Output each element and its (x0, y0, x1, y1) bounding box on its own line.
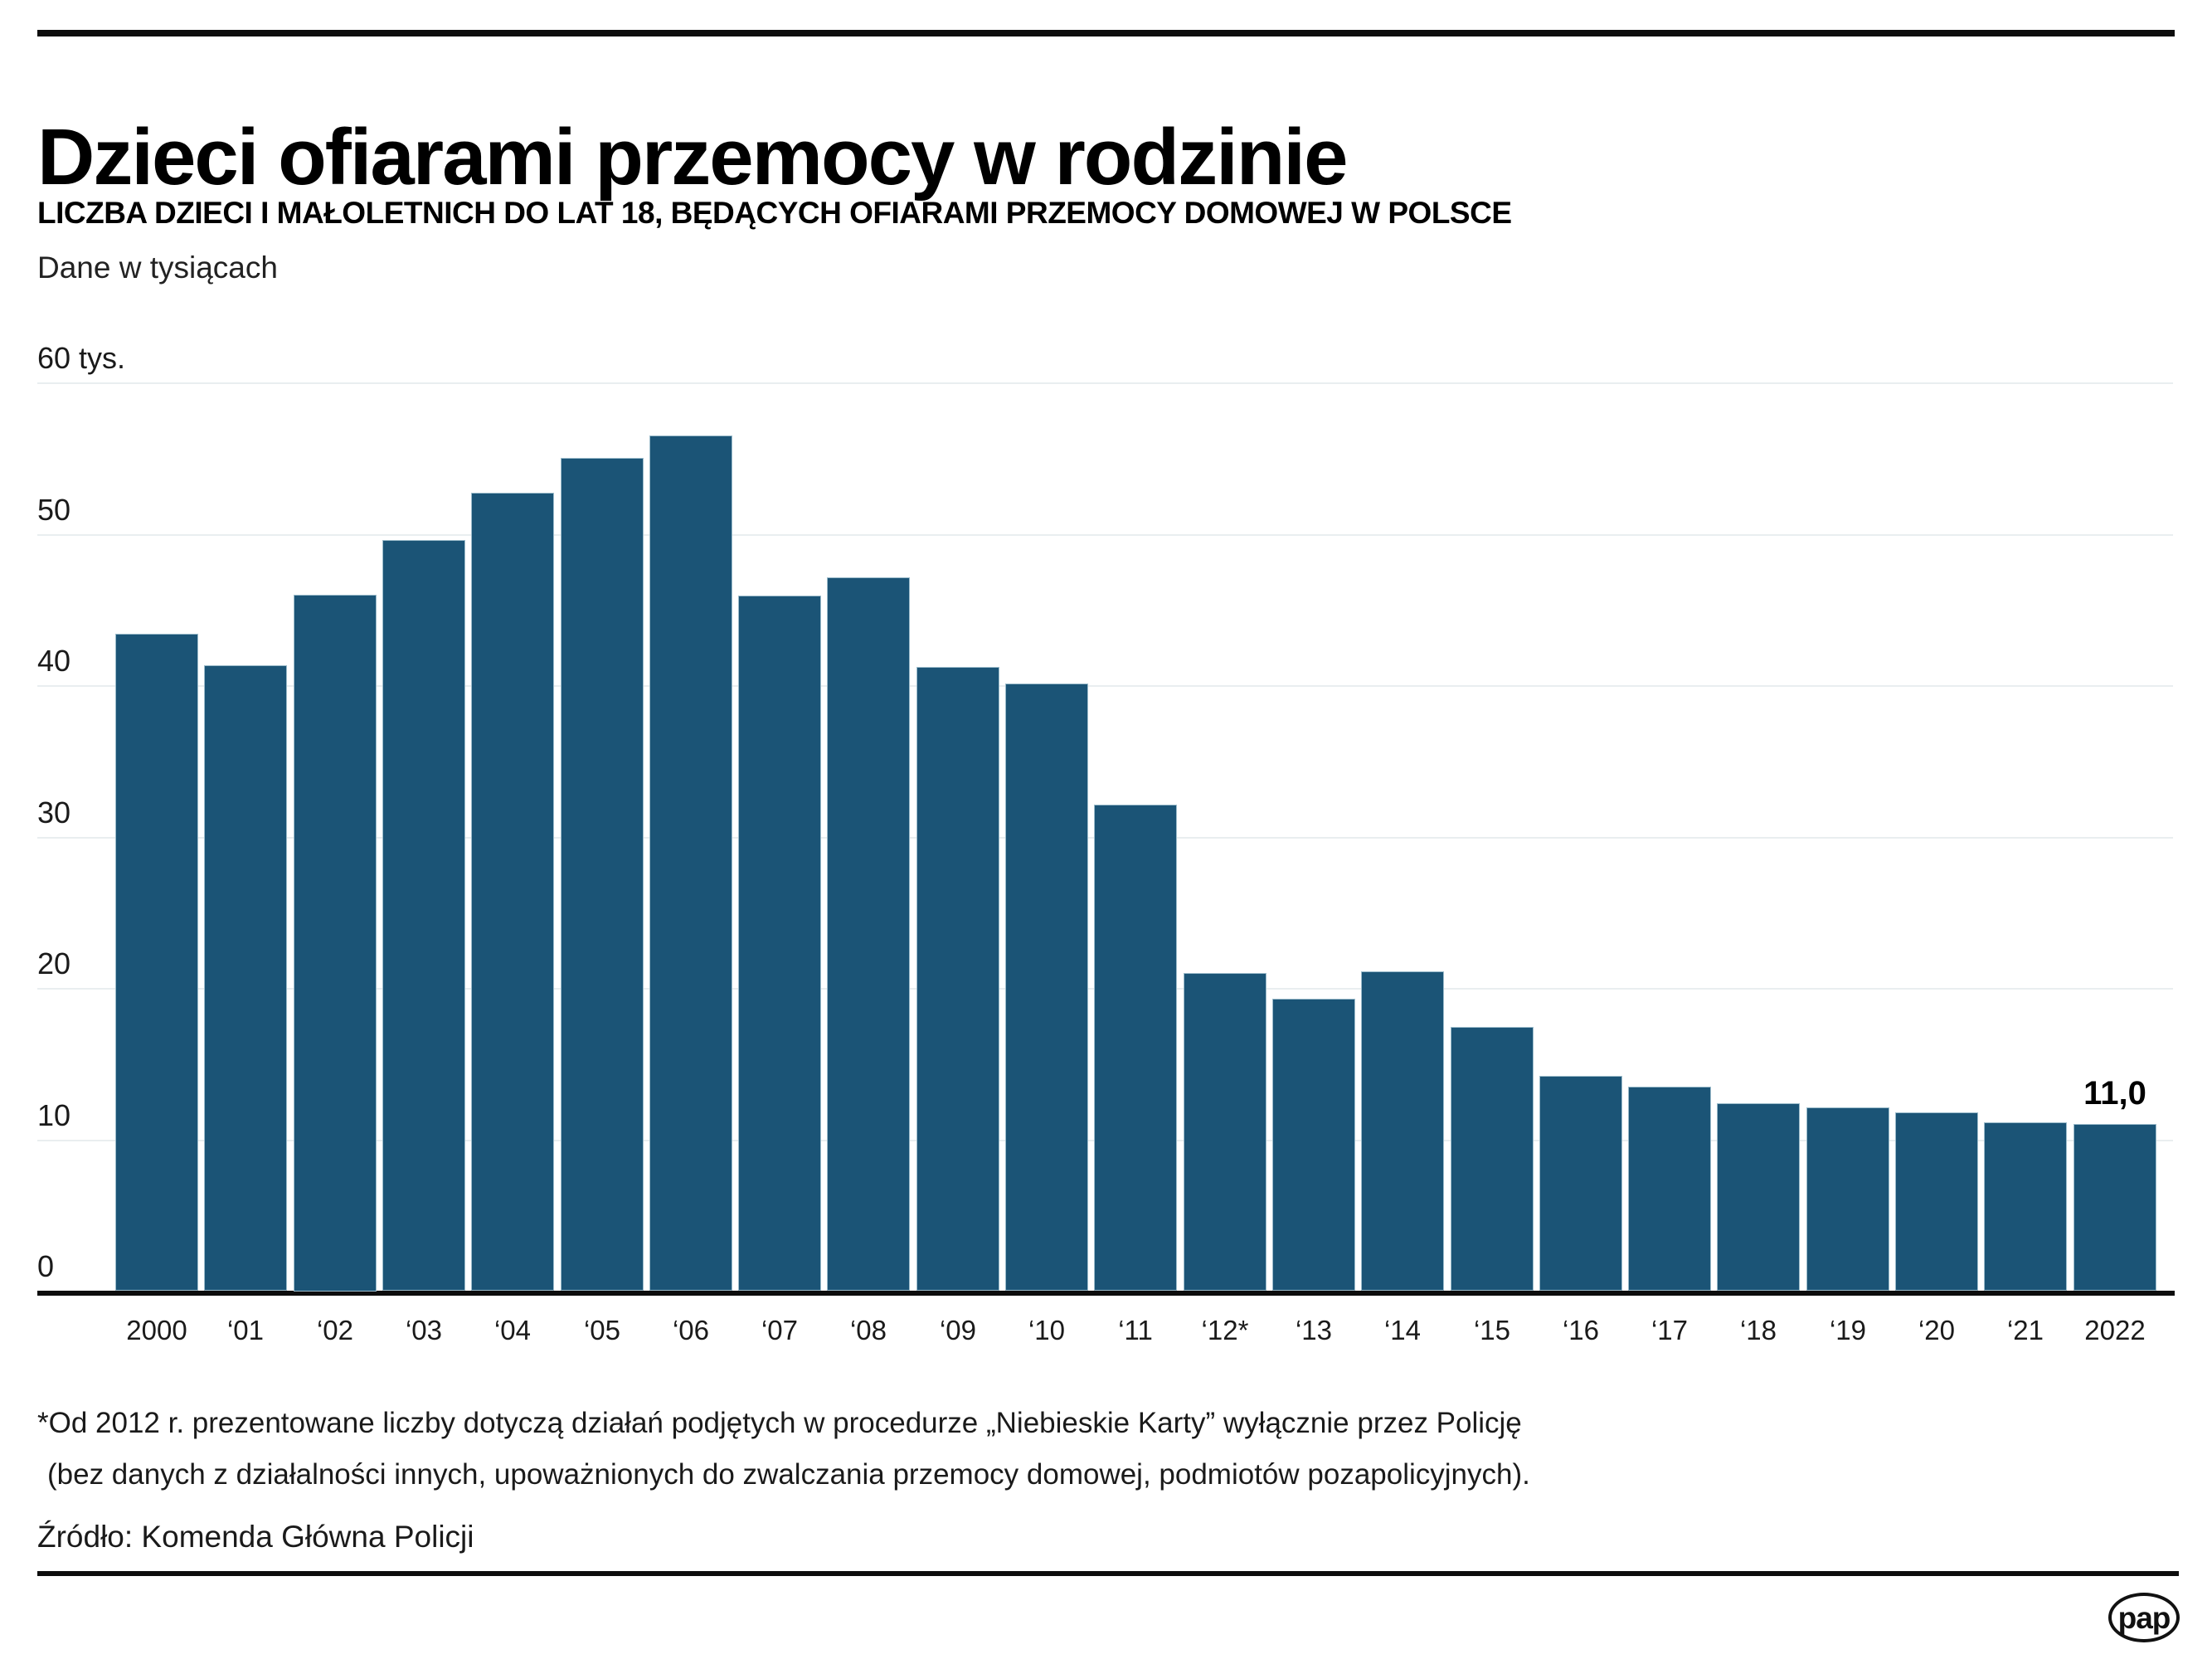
bar-06 (649, 435, 732, 1291)
x-tick-label-09: ‘09 (939, 1315, 977, 1345)
x-tick-label-12: ‘12* (1201, 1315, 1249, 1345)
bar-2022 (2073, 1124, 2156, 1291)
bar-11 (1094, 805, 1177, 1291)
footnote-line-1: *Od 2012 r. prezentowane liczby dotyczą … (37, 1407, 1522, 1439)
x-tick-label-02: ‘02 (316, 1315, 354, 1345)
bar-02 (294, 595, 377, 1292)
x-axis-line (37, 1291, 2175, 1296)
x-tick-label-17: ‘17 (1650, 1315, 1689, 1345)
bottom-rule (37, 1571, 2179, 1576)
gridline-10 (37, 1140, 2173, 1141)
pap-logo-text: pap (2117, 1600, 2171, 1635)
x-tick-label-06: ‘06 (672, 1315, 710, 1345)
y-tick-label-40: 40 (37, 644, 71, 678)
x-tick-label-04: ‘04 (493, 1315, 532, 1345)
x-tick-label-18: ‘18 (1739, 1315, 1777, 1345)
bar-08 (827, 577, 910, 1291)
bar-value-label: 11,0 (2083, 1075, 2146, 1112)
bar-04 (471, 493, 554, 1291)
x-tick-label-16: ‘16 (1562, 1315, 1600, 1345)
bar-18 (1717, 1103, 1800, 1291)
bar-01 (204, 665, 287, 1291)
bar-19 (1806, 1107, 1889, 1291)
bar-09 (916, 667, 999, 1291)
pap-logo: pap (2108, 1593, 2180, 1642)
page-title: Dzieci ofiarami przemocy w rodzinie (37, 113, 1348, 202)
x-tick-label-13: ‘13 (1295, 1315, 1333, 1345)
y-tick-label-60: 60 tys. (37, 341, 126, 375)
x-tick-label-21: ‘21 (2006, 1315, 2044, 1345)
y-tick-label-50: 50 (37, 492, 71, 527)
gridline-50 (37, 534, 2173, 536)
y-tick-label-10: 10 (37, 1097, 71, 1132)
bar-2000 (115, 634, 198, 1291)
bar-20 (1895, 1112, 1978, 1291)
y-tick-label-30: 30 (37, 795, 71, 830)
x-tick-label-07: ‘07 (761, 1315, 799, 1345)
bar-21 (1984, 1122, 2067, 1291)
x-tick-label-03: ‘03 (405, 1315, 443, 1345)
bar-15 (1451, 1027, 1534, 1291)
x-tick-label-14: ‘14 (1383, 1315, 1422, 1345)
chart-subtitle: LICZBA DZIECI I MAŁOLETNICH DO LAT 18, B… (37, 196, 1512, 230)
bar-12 (1184, 973, 1266, 1291)
bar-17 (1628, 1087, 1711, 1291)
bar-13 (1272, 999, 1355, 1291)
x-tick-label-2022: 2022 (2084, 1315, 2146, 1345)
x-tick-label-15: ‘15 (1473, 1315, 1511, 1345)
x-tick-label-10: ‘10 (1028, 1315, 1066, 1345)
bar-03 (382, 540, 465, 1291)
x-tick-label-20: ‘20 (1918, 1315, 1956, 1345)
x-tick-label-05: ‘05 (583, 1315, 621, 1345)
gridline-20 (37, 988, 2173, 990)
x-tick-label-2000: 2000 (126, 1315, 187, 1345)
x-tick-label-08: ‘08 (849, 1315, 887, 1345)
source-line: Źródło: Komenda Główna Policji (37, 1520, 474, 1554)
x-tick-label-11: ‘11 (1118, 1315, 1153, 1345)
bar-07 (738, 596, 821, 1291)
gridline-60 (37, 382, 2173, 384)
x-tick-label-19: ‘19 (1829, 1315, 1867, 1345)
y-tick-label-0: 0 (37, 1249, 55, 1283)
bar-10 (1005, 684, 1088, 1291)
bar-14 (1361, 971, 1444, 1291)
unit-note: Dane w tysiącach (37, 251, 278, 285)
x-tick-label-01: ‘01 (226, 1315, 265, 1345)
top-rule (37, 30, 2175, 36)
gridline-30 (37, 837, 2173, 839)
gridline-40 (37, 685, 2173, 687)
bar-16 (1539, 1076, 1622, 1291)
footnote-line-2: (bez danych z działalności innych, upowa… (47, 1458, 1530, 1491)
y-tick-label-20: 20 (37, 946, 71, 980)
bar-05 (561, 458, 644, 1291)
